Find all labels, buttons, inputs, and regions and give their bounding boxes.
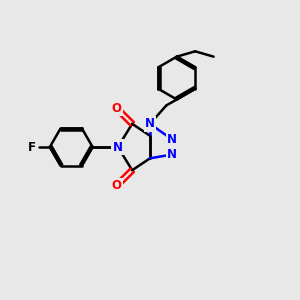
Text: N: N: [167, 133, 177, 146]
Text: N: N: [167, 148, 177, 161]
Text: N: N: [113, 140, 123, 154]
Text: F: F: [28, 140, 36, 154]
Text: O: O: [112, 179, 122, 192]
Text: N: N: [145, 117, 155, 130]
Text: O: O: [112, 102, 122, 115]
